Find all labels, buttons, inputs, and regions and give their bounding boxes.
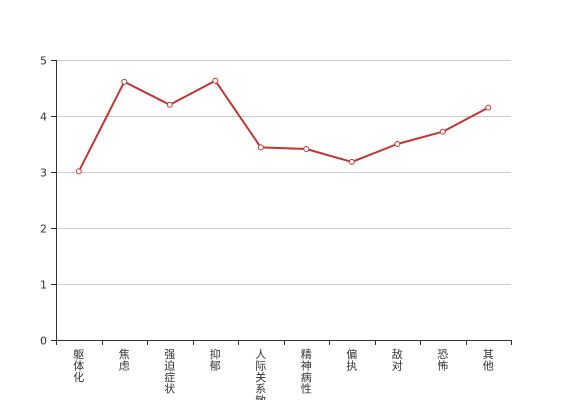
data-point[interactable] — [75, 168, 82, 175]
y-tick-label: 2 — [40, 223, 47, 236]
x-tick-label: 躯体化 — [73, 348, 84, 384]
y-tick-label: 1 — [40, 279, 47, 292]
x-tick-label: 敌对 — [392, 347, 403, 373]
data-point[interactable] — [212, 77, 219, 84]
x-tick-label: 偏执 — [346, 347, 357, 373]
axes — [51, 60, 512, 345]
series-line — [75, 77, 492, 175]
x-tick-label: 人际关系敏感 — [255, 348, 266, 400]
y-tick-label: 5 — [40, 55, 47, 68]
x-tick-label: 其他 — [483, 348, 494, 373]
grid-lines — [56, 60, 511, 285]
data-point[interactable] — [439, 128, 446, 135]
data-point[interactable] — [166, 101, 173, 108]
x-tick-label: 恐怖 — [437, 348, 448, 373]
x-tick-label: 精神病性 — [301, 348, 312, 396]
y-tick-labels: 0 1 2 3 4 5 — [40, 55, 47, 348]
data-point[interactable] — [303, 146, 310, 152]
series-line-path — [77, 79, 489, 172]
x-tick-label: 抑郁 — [210, 347, 221, 373]
data-point[interactable] — [348, 158, 355, 165]
y-tick-label: 3 — [40, 167, 47, 180]
data-point[interactable] — [485, 104, 492, 111]
x-tick-label: 强迫症状 — [164, 348, 175, 396]
data-point[interactable] — [394, 141, 401, 147]
x-tick-labels: 躯体化 焦虑 强迫症状 抑郁 人际关系敏感 精神病性 偏执 敌对 恐怖 其他 — [73, 347, 494, 400]
data-point[interactable] — [257, 144, 264, 151]
data-point[interactable] — [121, 78, 128, 85]
y-tick-label: 4 — [40, 111, 47, 124]
x-tick-label: 焦虑 — [119, 348, 130, 373]
y-tick-label: 0 — [40, 335, 47, 348]
